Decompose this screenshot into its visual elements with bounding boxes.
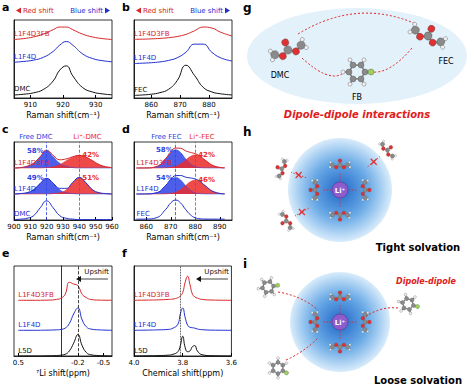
svg-text:58%: 58% xyxy=(156,146,173,154)
svg-text:920: 920 xyxy=(56,101,69,109)
svg-text:Li⁺: Li⁺ xyxy=(335,319,346,327)
svg-text:54%: 54% xyxy=(156,174,173,182)
svg-text:910: 910 xyxy=(24,101,37,109)
svg-text:L1F4D: L1F4D xyxy=(134,54,156,62)
svg-text:f: f xyxy=(122,247,127,260)
svg-text:Li⁺: Li⁺ xyxy=(335,187,346,195)
svg-text:DMC: DMC xyxy=(14,210,30,218)
svg-text:L5D: L5D xyxy=(134,347,148,355)
svg-text:L5D: L5D xyxy=(18,347,32,355)
svg-text:3.8: 3.8 xyxy=(177,359,188,367)
svg-text:c: c xyxy=(2,123,9,136)
svg-text:950: 950 xyxy=(89,223,102,231)
svg-text:L1F4D3FB: L1F4D3FB xyxy=(136,159,172,167)
svg-text:Chemical shift(ppm): Chemical shift(ppm) xyxy=(142,369,223,378)
svg-text:h: h xyxy=(243,125,252,139)
svg-text:Upshift: Upshift xyxy=(204,268,229,276)
svg-text:i: i xyxy=(243,257,247,271)
svg-text:46%: 46% xyxy=(198,176,215,184)
svg-text:Red shift: Red shift xyxy=(23,7,54,15)
svg-text:880: 880 xyxy=(189,223,202,231)
svg-text:Tight solvation: Tight solvation xyxy=(376,242,461,253)
svg-text:L1F4D3FB: L1F4D3FB xyxy=(18,291,54,299)
svg-text:FEC: FEC xyxy=(134,86,147,94)
svg-text:Upshift: Upshift xyxy=(84,268,109,276)
svg-text:870: 870 xyxy=(173,101,186,109)
svg-text:Free FEC: Free FEC xyxy=(151,133,182,141)
svg-text:L1F4D: L1F4D xyxy=(14,53,36,61)
svg-text:900: 900 xyxy=(7,223,20,231)
svg-text:Raman shift(cm⁻¹): Raman shift(cm⁻¹) xyxy=(146,233,220,242)
svg-text:42%: 42% xyxy=(198,151,215,159)
svg-text:870: 870 xyxy=(164,223,177,231)
svg-text:b: b xyxy=(122,1,130,14)
svg-text:880: 880 xyxy=(202,101,215,109)
svg-text:L1F4D3FB: L1F4D3FB xyxy=(14,159,50,167)
svg-text:Li⁺-DMC: Li⁺-DMC xyxy=(73,133,101,141)
svg-text:3.6: 3.6 xyxy=(226,359,238,367)
svg-text:DMC: DMC xyxy=(271,71,290,80)
svg-text:FEC: FEC xyxy=(136,210,149,218)
svg-text:L1F4D3FB: L1F4D3FB xyxy=(134,291,170,299)
svg-text:g: g xyxy=(243,1,252,15)
svg-text:Free DMC: Free DMC xyxy=(19,133,53,141)
svg-text:⁷Li shift(ppm): ⁷Li shift(ppm) xyxy=(36,369,90,378)
svg-text:4.0: 4.0 xyxy=(128,359,139,367)
svg-text:Raman shift(cm⁻¹): Raman shift(cm⁻¹) xyxy=(26,111,100,120)
svg-text:-0.5: -0.5 xyxy=(97,359,111,367)
svg-text:L1F4D: L1F4D xyxy=(14,185,36,193)
svg-text:L1F4D: L1F4D xyxy=(136,185,158,193)
svg-text:d: d xyxy=(122,123,130,136)
svg-text:Raman shift(cm⁻¹): Raman shift(cm⁻¹) xyxy=(26,233,100,242)
svg-text:e: e xyxy=(2,247,9,260)
svg-text:51%: 51% xyxy=(82,174,99,182)
svg-text:L1F4D: L1F4D xyxy=(134,321,156,329)
svg-text:Blue shift: Blue shift xyxy=(70,7,103,15)
svg-text:Red shift: Red shift xyxy=(143,7,174,15)
svg-text:960: 960 xyxy=(105,223,118,231)
svg-text:Raman shift(cm⁻¹): Raman shift(cm⁻¹) xyxy=(146,111,220,120)
svg-text:940: 940 xyxy=(73,223,86,231)
svg-text:L1F4D3FB: L1F4D3FB xyxy=(14,30,50,38)
svg-text:930: 930 xyxy=(89,101,102,109)
svg-text:920: 920 xyxy=(40,223,53,231)
svg-text:Dipole-dipole: Dipole-dipole xyxy=(396,277,457,286)
svg-text:890: 890 xyxy=(213,223,226,231)
svg-text:0.5: 0.5 xyxy=(13,359,24,367)
svg-text:Blue shift: Blue shift xyxy=(190,7,223,15)
svg-text:L1F4D: L1F4D xyxy=(18,321,40,329)
svg-text:860: 860 xyxy=(145,101,158,109)
svg-text:910: 910 xyxy=(24,223,37,231)
svg-text:860: 860 xyxy=(140,223,153,231)
svg-text:Dipole-dipole interactions: Dipole-dipole interactions xyxy=(284,109,430,120)
svg-text:DMC: DMC xyxy=(14,85,30,93)
svg-text:Loose solvation: Loose solvation xyxy=(374,375,462,386)
svg-text:FEC: FEC xyxy=(438,57,454,66)
svg-text:a: a xyxy=(2,1,9,14)
svg-text:-0.2: -0.2 xyxy=(71,359,85,367)
svg-text:42%: 42% xyxy=(82,151,99,159)
svg-text:FB: FB xyxy=(352,93,362,102)
svg-text:Li⁺-FEC: Li⁺-FEC xyxy=(189,133,215,141)
svg-text:930: 930 xyxy=(56,223,69,231)
svg-text:58%: 58% xyxy=(27,147,44,155)
svg-text:L1F4D3FB: L1F4D3FB xyxy=(134,30,170,38)
svg-text:49%: 49% xyxy=(27,174,44,182)
